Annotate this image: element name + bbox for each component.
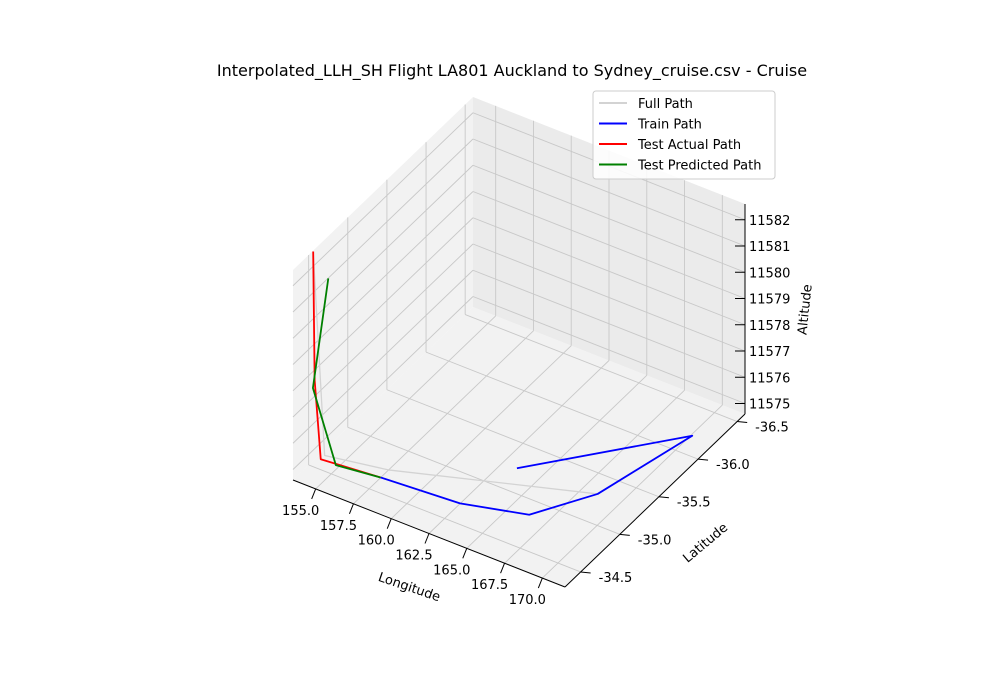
grid-y-floor-2 [386,389,660,498]
grid-z-side-1 [292,269,474,444]
grid-z-side-2 [292,243,474,418]
x-tick-mark-6 [537,577,543,589]
grid-z-side-6 [292,138,474,313]
y-tick-label-0: -36.5 [755,421,789,436]
z-tick-label-5: 11580 [749,266,790,281]
x-tick-label-1: 157.5 [320,519,357,534]
data-series [312,251,694,516]
grid-z-back-1 [472,269,746,378]
grid-z-side-3 [292,217,474,392]
x-tick-mark-4 [462,548,468,559]
grid-z-back-4 [472,191,746,299]
series-line-train-path [380,434,694,516]
y-tick-mark-2 [658,496,669,499]
y-tick-mark-4 [580,571,591,574]
grid-x-floor-4 [466,375,648,549]
z-tick-label-1: 11576 [749,371,790,386]
y-tick-mark-1 [697,458,709,461]
legend-label-full-path: Full Path [638,97,693,112]
grid-y-floor-0 [465,314,738,422]
grid-z-side-7 [292,112,474,287]
grid-x-floor-5 [504,389,685,564]
z-tick-label-3: 11578 [749,319,790,334]
grid-z-back-2 [472,243,746,352]
grid-lines [292,104,746,579]
z-tick-label-6: 11581 [749,240,790,255]
y-axis-label: Latitude [680,520,731,566]
x-tick-label-6: 170.0 [509,593,546,608]
z-tick-label-4: 11579 [749,293,790,308]
z-tick-label-0: 11575 [749,398,790,413]
legend: Full Path Train Path Test Actual Path Test … [592,90,776,180]
side-wall-pane [293,97,473,480]
grid-z-back-5 [472,164,746,273]
grid-x-floor-6 [542,404,723,579]
y-tick-label-2: -35.5 [677,496,711,511]
grid-z-back-6 [472,138,746,247]
grid-x-floor-3 [428,360,610,534]
grid-z-side-4 [292,191,474,365]
z-tick-label-2: 11577 [749,345,790,360]
x-tick-mark-0 [311,488,317,500]
grid-x-floor-1 [353,330,534,505]
x-tick-label-0: 155.0 [282,504,319,519]
legend-label-test-actual-path: Test Actual Path [637,138,741,153]
series-line-test-predicted-path [312,278,381,479]
y-tick-label-4: -34.5 [599,571,633,586]
chart-title: Interpolated_LLH_SH Flight LA801 Aucklan… [217,61,807,81]
y-axis-line [564,413,746,588]
x-tick-mark-1 [348,503,354,514]
x-tick-mark-3 [424,533,430,544]
x-tick-label-3: 162.5 [395,549,432,564]
z-axis-label: Altitude [795,284,815,336]
x-tick-label-5: 167.5 [471,578,508,593]
legend-label-test-predicted-path: Test Predicted Path [637,159,761,174]
x-tick-label-2: 160.0 [358,534,395,549]
grid-y-floor-1 [425,351,699,460]
y-tick-label-3: -35.0 [638,533,672,548]
y-tick-label-1: -36.0 [716,458,750,473]
y-tick-mark-3 [619,533,630,536]
grid-z-side-5 [292,164,474,339]
grid-z-back-3 [472,217,746,326]
grid-z-side-0 [292,296,474,470]
legend-frame [592,90,776,180]
grid-z-back-0 [472,296,746,404]
legend-label-train-path: Train Path [637,118,702,133]
grid-y-floor-4 [308,464,581,573]
z-tick-label-7: 11582 [749,214,790,229]
y-tick-mark-0 [737,421,748,424]
x-tick-label-4: 165.0 [433,563,470,578]
x-tick-mark-5 [500,563,506,574]
x-tick-mark-2 [386,518,392,529]
